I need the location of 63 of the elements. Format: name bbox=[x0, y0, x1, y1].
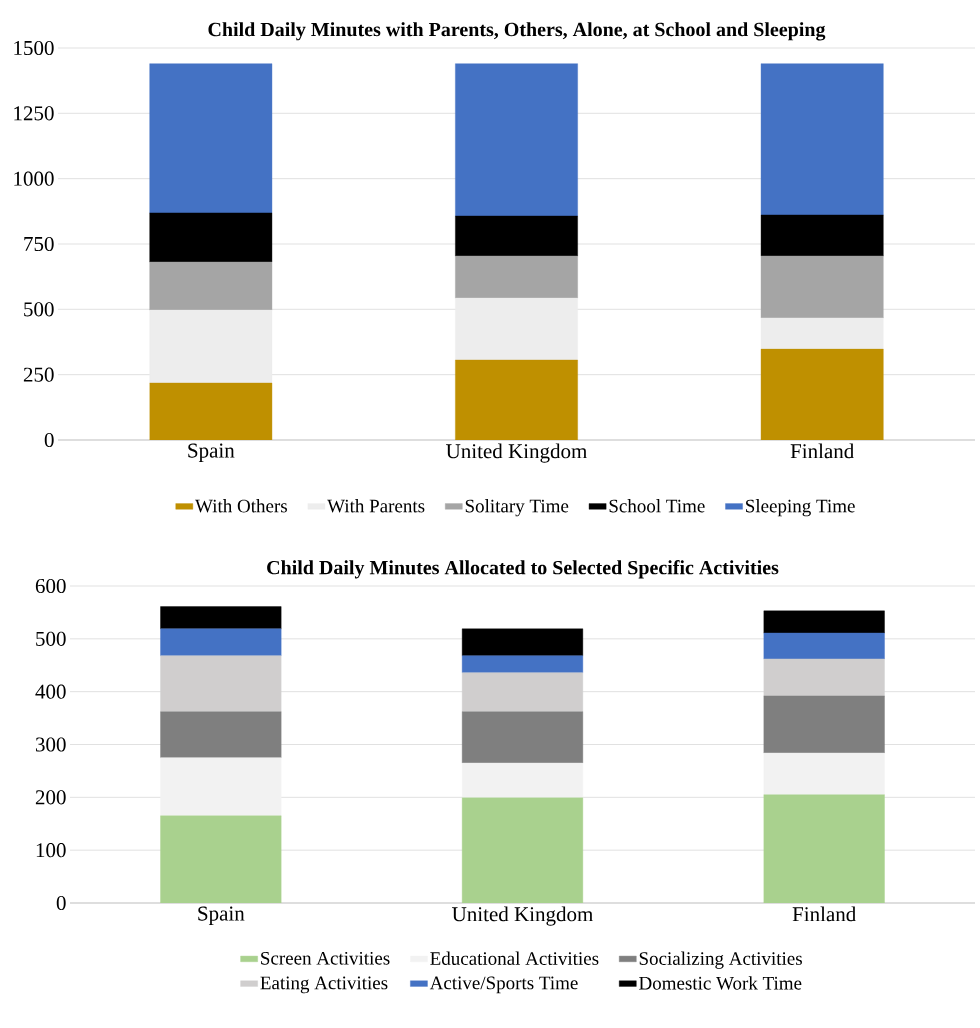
bar bbox=[461, 655, 584, 673]
x-tick-label: United Kingdom bbox=[446, 443, 588, 463]
bar bbox=[160, 655, 282, 712]
y-tick-label: 500 bbox=[36, 631, 66, 646]
bar bbox=[160, 628, 282, 656]
x-tick-label: Spain bbox=[198, 906, 245, 925]
bar bbox=[760, 255, 884, 319]
bar bbox=[455, 255, 578, 299]
y-tick-label: 1500 bbox=[14, 40, 54, 56]
bar bbox=[160, 757, 282, 817]
y-tick-label: 500 bbox=[24, 302, 54, 317]
x-tick-label: Finland bbox=[792, 906, 857, 922]
y-tick-label: 600 bbox=[35, 578, 66, 594]
bar bbox=[160, 711, 282, 758]
legend-label: School Time bbox=[609, 499, 705, 513]
chart-title: Child Daily Minutes Allocated to Selected Specific Activities bbox=[267, 560, 779, 579]
bar bbox=[160, 606, 282, 629]
legend-label: Screen Activities bbox=[261, 951, 390, 965]
legend-label: Domestic Work Time bbox=[639, 976, 802, 990]
x-tick-label: Finland bbox=[790, 443, 854, 459]
bar bbox=[461, 711, 584, 764]
bar bbox=[763, 658, 885, 697]
x-tick-label: United Kingdom bbox=[452, 906, 594, 926]
bar bbox=[461, 672, 584, 712]
bar bbox=[455, 63, 578, 217]
y-tick-label: 1250 bbox=[14, 106, 54, 121]
bar bbox=[763, 794, 885, 903]
legend-label: Sleeping Time bbox=[746, 499, 855, 517]
y-tick-label: 250 bbox=[23, 367, 54, 382]
legend-label: Active/Sports Time bbox=[429, 976, 578, 994]
legend-label: With Parents bbox=[327, 499, 425, 513]
bar bbox=[760, 63, 884, 216]
y-tick-label: 300 bbox=[35, 737, 66, 752]
y-tick-label: 100 bbox=[36, 843, 66, 858]
y-tick-label: 0 bbox=[44, 432, 54, 448]
bar bbox=[149, 309, 273, 384]
x-tick-label: Spain bbox=[188, 443, 235, 462]
bar bbox=[763, 632, 885, 660]
bar bbox=[149, 261, 273, 311]
y-tick-label: 400 bbox=[35, 684, 66, 699]
bar bbox=[760, 317, 884, 350]
bar bbox=[763, 752, 885, 795]
legend-label: Socializing Activities bbox=[639, 951, 802, 969]
bar bbox=[149, 212, 273, 263]
bar bbox=[160, 815, 282, 903]
y-tick-label: 200 bbox=[35, 790, 66, 805]
bar bbox=[760, 214, 884, 257]
legend-label: Solitary Time bbox=[465, 499, 569, 517]
bar bbox=[455, 297, 578, 361]
bar bbox=[455, 215, 578, 257]
y-tick-label: 750 bbox=[24, 236, 54, 252]
legend-label: With Others bbox=[195, 499, 287, 513]
legend-label: Educational Activities bbox=[430, 951, 599, 965]
bar bbox=[763, 695, 885, 754]
bar bbox=[461, 797, 584, 903]
chart-title: Child Daily Minutes with Parents, Others, Alone, at School and Sleeping bbox=[208, 22, 826, 41]
y-tick-label: 0 bbox=[56, 895, 66, 911]
bar bbox=[763, 610, 885, 634]
bar bbox=[461, 628, 584, 656]
y-tick-label: 1000 bbox=[14, 171, 54, 186]
bar bbox=[149, 63, 273, 214]
legend-label: Eating Activities bbox=[260, 976, 388, 994]
bar bbox=[461, 762, 584, 799]
